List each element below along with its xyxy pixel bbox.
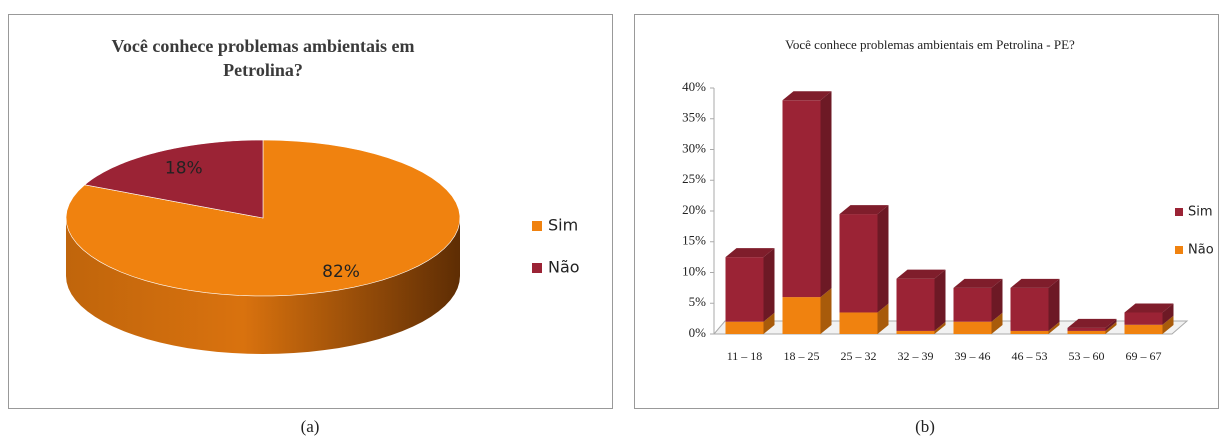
y-tick-label: 25% (682, 171, 706, 186)
y-tick-label: 30% (682, 140, 706, 155)
legend-label: Sim (1188, 205, 1213, 220)
y-tick-label: 10% (682, 263, 706, 278)
bar-side (934, 321, 946, 334)
legend-swatch (532, 221, 542, 231)
pie-slice (84, 139, 264, 219)
x-tick-label: 53 – 60 (1069, 349, 1105, 363)
y-tick-label: 40% (682, 79, 706, 94)
x-tick-label: 18 – 25 (784, 349, 820, 363)
x-tick-label: 39 – 46 (955, 349, 991, 363)
y-tick-label: 35% (682, 110, 706, 125)
bar-side (991, 278, 1003, 322)
x-tick-label: 25 – 32 (841, 349, 877, 363)
bar (1067, 327, 1106, 331)
y-tick-label: 5% (689, 294, 707, 309)
bar (953, 321, 992, 334)
bar-side (820, 288, 832, 334)
y-tick-label: 20% (682, 202, 706, 217)
pie-slice (65, 139, 461, 297)
data-label: 82% (322, 262, 360, 282)
bar (896, 330, 935, 334)
bar (782, 297, 821, 334)
y-tick-label: 0% (689, 325, 707, 340)
caption: (b) (915, 417, 935, 436)
bar-side (1105, 321, 1117, 334)
legend-swatch (532, 263, 542, 273)
bar (725, 321, 764, 334)
legend-label: Não (548, 258, 580, 277)
legend-label: Não (1188, 243, 1214, 258)
bar (1124, 324, 1163, 334)
bar-title: Você conhece problemas ambientais em Pet… (785, 37, 1075, 52)
bar-side (934, 269, 946, 331)
pie-title: Você conhece problemas ambientais em Pet… (111, 36, 415, 80)
bar (839, 312, 878, 334)
bar (782, 100, 821, 298)
bar-side (763, 312, 775, 334)
bar (896, 278, 935, 331)
bar-side (1162, 315, 1174, 334)
bar-side (763, 248, 775, 322)
bar-top (896, 269, 946, 279)
bar-side (877, 205, 889, 313)
panel-b (634, 14, 1219, 409)
x-tick-label: 69 – 67 (1126, 349, 1162, 363)
legend-swatch (1175, 246, 1183, 254)
bar-side (1162, 303, 1174, 325)
bar (1067, 330, 1106, 334)
bar-side (1048, 278, 1060, 331)
bar-side (1105, 318, 1117, 331)
bar-top (1067, 318, 1117, 328)
x-tick-label: 11 – 18 (727, 349, 763, 363)
legend-label: Sim (548, 216, 578, 235)
data-label: 18% (165, 159, 203, 179)
bar (725, 257, 764, 322)
y-tick-label: 15% (682, 233, 706, 248)
bar (953, 287, 992, 322)
bar-side (877, 303, 889, 334)
bar-top (725, 248, 775, 258)
bar-top (953, 278, 1003, 288)
bar-side (991, 312, 1003, 334)
bar-side (820, 91, 832, 298)
bar-top (1010, 278, 1060, 288)
bar-top (1124, 303, 1174, 313)
legend-swatch (1175, 208, 1183, 216)
bar (1010, 287, 1049, 331)
pie-side (66, 218, 460, 354)
bar (1124, 312, 1163, 325)
bar-side (1048, 321, 1060, 334)
bar (839, 214, 878, 313)
bar-top (782, 91, 832, 101)
bar-top (839, 205, 889, 215)
caption: (a) (301, 417, 320, 436)
x-tick-label: 46 – 53 (1012, 349, 1048, 363)
bar (1010, 330, 1049, 334)
x-tick-label: 32 – 39 (898, 349, 934, 363)
